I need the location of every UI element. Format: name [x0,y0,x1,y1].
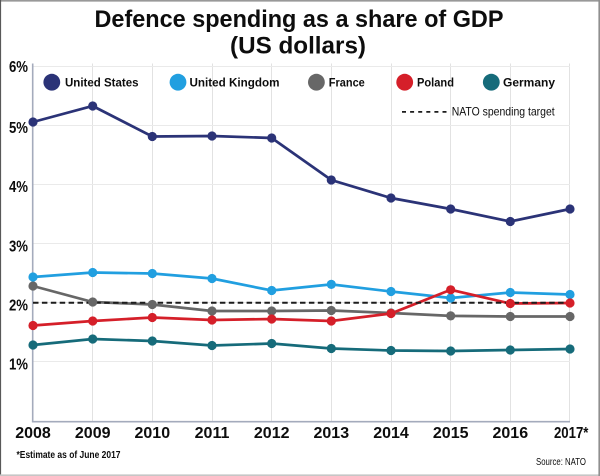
svg-text:United States: United States [65,77,139,89]
svg-text:2008: 2008 [15,425,51,442]
svg-text:2010: 2010 [135,425,171,442]
svg-text:Defence spending as a share of: Defence spending as a share of GDP [95,6,504,33]
svg-text:6%: 6% [9,59,28,76]
svg-text:Source: NATO: Source: NATO [536,457,586,468]
svg-text:Poland: Poland [417,77,454,89]
svg-text:2017*: 2017* [554,425,589,442]
svg-text:1%: 1% [9,357,28,374]
svg-text:France: France [329,77,365,89]
svg-text:Germany: Germany [503,77,556,89]
svg-text:3%: 3% [9,238,28,255]
svg-text:2013: 2013 [314,425,350,442]
svg-text:*Estimate as of June 2017: *Estimate as of June 2017 [17,450,121,461]
svg-text:NATO spending target: NATO spending target [452,104,556,118]
svg-text:2009: 2009 [75,425,111,442]
svg-text:2014: 2014 [373,425,409,442]
svg-text:2016: 2016 [493,425,529,442]
svg-text:2%: 2% [9,297,28,314]
svg-text:4%: 4% [9,179,28,196]
svg-text:5%: 5% [9,120,28,137]
svg-text:2011: 2011 [195,425,230,442]
svg-text:2015: 2015 [433,425,469,442]
svg-text:(US dollars): (US dollars) [230,32,366,59]
svg-text:2012: 2012 [254,425,290,442]
svg-text:United Kingdom: United Kingdom [190,77,280,89]
